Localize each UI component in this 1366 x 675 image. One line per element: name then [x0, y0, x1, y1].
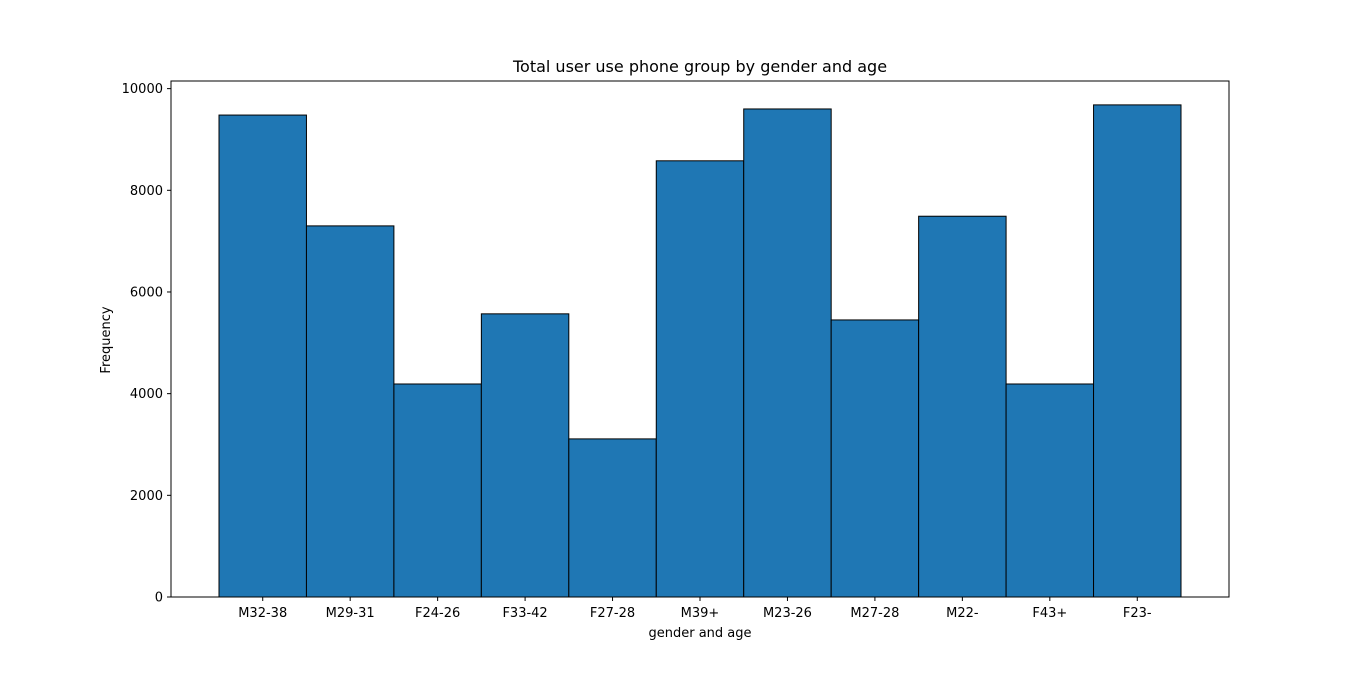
x-axis-label: gender and age: [648, 626, 751, 641]
bar-m29-31: [305, 225, 395, 598]
y-tick-label: 4000: [130, 387, 163, 402]
chart-title: Total user use phone group by gender and…: [512, 57, 887, 76]
x-tick-label: F33-42: [502, 606, 547, 621]
bars-group: [218, 104, 1182, 598]
x-tick-label: F24-26: [415, 606, 460, 621]
y-tick-label: 8000: [130, 184, 163, 199]
bar-f27-28: [568, 438, 657, 598]
y-axis-label: Frequency: [99, 306, 114, 373]
x-tick-label: M23-26: [763, 606, 812, 621]
y-tick-label: 0: [155, 591, 163, 606]
x-tick-label: F43+: [1032, 606, 1067, 621]
x-tick-label: M29-31: [326, 606, 375, 621]
x-tick-label: M39+: [681, 606, 720, 621]
y-tick-label: 10000: [122, 82, 163, 97]
bar-m39: [655, 160, 745, 598]
bar-f33-42: [480, 313, 570, 598]
x-tick-label: M27-28: [850, 606, 899, 621]
bar-m23-26: [743, 108, 832, 598]
x-tick-label: F27-28: [590, 606, 635, 621]
bar-f43: [1005, 383, 1095, 598]
bar-f24-26: [393, 383, 482, 598]
x-tick-label: M32-38: [238, 606, 287, 621]
y-axis-ticks: 0 2000 4000 6000 8000 10000: [122, 82, 171, 606]
x-axis-ticks: M32-38 M29-31 F24-26 F33-42 F27-28 M39+ M23-26…: [238, 597, 1152, 621]
bar-m22: [918, 215, 1007, 598]
y-tick-label: 2000: [130, 489, 163, 504]
bar-m32-38: [218, 114, 307, 598]
bar-m27-28: [830, 319, 920, 598]
y-tick-label: 6000: [130, 285, 163, 300]
plot-frame: [170, 80, 1230, 598]
x-tick-label: F23-: [1123, 606, 1152, 621]
bar-f23: [1093, 104, 1182, 598]
x-tick-label: M22-: [946, 606, 979, 621]
